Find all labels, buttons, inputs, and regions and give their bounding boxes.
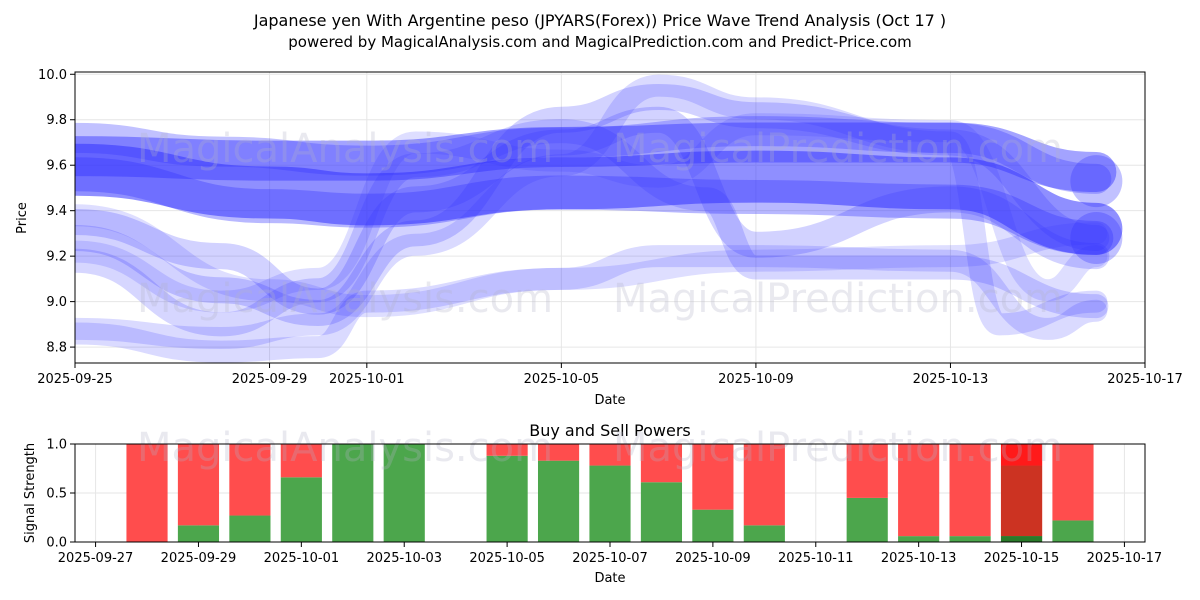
watermark-analysis-bottom: MagicalAnalysis.com: [137, 425, 553, 471]
price-wave-series: [75, 204, 1108, 318]
powers-x-tick-label: 2025-10-17: [1087, 551, 1163, 566]
price-wave-series: [75, 113, 1108, 313]
price-x-tick-label: 2025-10-17: [1107, 372, 1183, 387]
powers-y-tick-label: 0.5: [46, 487, 67, 502]
buy-power-bar: [332, 444, 374, 542]
price-wave-series: [75, 84, 1110, 326]
watermark-prediction-bottom: MagicalPrediction.com: [613, 425, 1063, 471]
powers-x-axis-label: Date: [594, 571, 625, 586]
price-y-tick-label: 9.8: [46, 113, 67, 128]
price-x-tick-label: 2025-10-13: [913, 372, 989, 387]
buy-power-bar: [589, 465, 631, 542]
price-x-tick-label: 2025-10-05: [524, 372, 600, 387]
sell-power-bar: [743, 444, 785, 526]
sell-power-bar: [229, 444, 271, 516]
price-x-tick-label: 2025-09-29: [232, 372, 308, 387]
powers-x-tick-label: 2025-10-07: [572, 551, 648, 566]
price-wave-series: [75, 116, 1112, 194]
powers-x-ticks: 2025-09-27 2025-09-29 2025-10-01 2025-10-03…: [58, 542, 1162, 566]
mixed-power-bar: [1000, 465, 1043, 537]
sell-power-bar: [537, 444, 580, 461]
price-y-tick-label: 10.0: [38, 68, 67, 83]
price-wave-series: [75, 74, 1108, 349]
buy-power-bar: [229, 515, 271, 542]
price-wave-series: [75, 106, 1110, 315]
sell-power-bar: [846, 444, 888, 498]
watermark-analysis-mid: MagicalAnalysis.com: [137, 276, 553, 322]
buy-power-bar: [898, 536, 940, 542]
buy-power-bar: [692, 509, 734, 542]
buy-power-bar: [640, 482, 683, 542]
price-y-tick-label: 9.4: [46, 204, 67, 219]
powers-bar-layer: [126, 444, 1094, 542]
price-wave-series: [75, 119, 1109, 337]
price-x-tick-label: 2025-10-01: [329, 372, 405, 387]
sell-power-bar: [1052, 444, 1094, 521]
price-wave-series: [75, 122, 1117, 193]
powers-x-tick-label: 2025-10-13: [881, 551, 957, 566]
chart-title-line1: Japanese yen With Argentine peso (JPYARS…: [253, 11, 946, 30]
sell-power-bar: [280, 444, 322, 478]
buy-power-bar: [537, 460, 580, 542]
buy-power-bar: [949, 536, 991, 542]
price-wave-end-marker: [1070, 155, 1123, 208]
price-x-axis-label: Date: [594, 393, 625, 408]
powers-y-tick-label: 0.0: [46, 536, 67, 551]
price-wave-end-marker: [1070, 211, 1123, 264]
sell-power-bar: [949, 444, 991, 537]
price-plot-frame: [74, 71, 1146, 364]
powers-x-tick-label: 2025-09-29: [161, 551, 237, 566]
buy-power-bar: [1052, 520, 1094, 542]
powers-x-tick-label: 2025-10-01: [264, 551, 340, 566]
price-x-tick-label: 2025-09-25: [37, 372, 113, 387]
price-y-tick-label: 8.8: [46, 341, 67, 356]
watermark-prediction-top: MagicalPrediction.com: [613, 126, 1063, 172]
powers-x-tick-label: 2025-10-11: [778, 551, 854, 566]
buy-power-bar: [177, 525, 220, 542]
powers-x-tick-label: 2025-10-03: [366, 551, 442, 566]
price-wave-series: [75, 157, 1114, 255]
powers-y-axis-label: Signal Strength: [23, 443, 38, 543]
price-y-tick-label: 9.0: [46, 295, 67, 310]
price-wave-series: [75, 143, 1123, 255]
price-wave-layer: [75, 74, 1123, 363]
buy-power-bar: [846, 497, 888, 542]
price-x-ticks: 2025-09-25 2025-09-29 2025-10-01 2025-10-05…: [37, 363, 1183, 387]
buy-power-bar: [383, 444, 425, 542]
powers-title: Buy and Sell Powers: [529, 421, 691, 440]
powers-x-tick-label: 2025-10-05: [469, 551, 545, 566]
price-y-ticks: 8.8 9.0 9.2 9.4 9.6 9.8 10.0: [38, 68, 75, 356]
price-y-axis-label: Price: [15, 202, 30, 234]
price-y-tick-label: 9.6: [46, 159, 67, 174]
price-watermark-layer: MagicalAnalysis.com MagicalPrediction.co…: [137, 126, 1063, 322]
sell-power-bar: [898, 444, 940, 537]
sell-power-bar: [640, 444, 683, 483]
strong-buy-power-bar: [1000, 536, 1043, 542]
watermark-prediction-mid: MagicalPrediction.com: [613, 276, 1063, 322]
strong-sell-power-bar: [1000, 444, 1043, 466]
buy-power-bar: [280, 477, 322, 542]
sell-power-bar: [177, 444, 220, 526]
buy-power-bar: [743, 525, 785, 542]
powers-x-tick-label: 2025-09-27: [58, 551, 134, 566]
powers-y-ticks: 0.0 0.5 1.0: [46, 438, 75, 551]
sell-power-bar: [486, 444, 528, 456]
buy-power-bar: [486, 455, 528, 542]
powers-x-tick-label: 2025-10-15: [984, 551, 1060, 566]
price-y-tick-label: 9.2: [46, 250, 67, 265]
watermark-analysis-top: MagicalAnalysis.com: [137, 126, 553, 172]
sell-power-bar: [126, 444, 168, 542]
price-wave-series: [75, 245, 1108, 363]
sell-power-bar: [589, 444, 631, 466]
powers-y-tick-label: 1.0: [46, 438, 67, 453]
powers-x-tick-label: 2025-10-09: [675, 551, 751, 566]
chart-title-line2: powered by MagicalAnalysis.com and Magic…: [288, 33, 912, 51]
price-x-tick-label: 2025-10-09: [718, 372, 794, 387]
sell-power-bar: [692, 444, 734, 510]
